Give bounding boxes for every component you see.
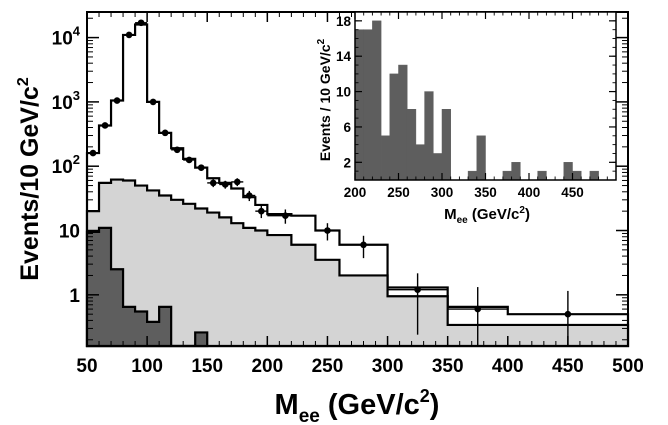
inset-bar — [424, 91, 434, 181]
x-tick-label: 50 — [76, 356, 97, 377]
inset-bar — [372, 20, 382, 181]
data-point — [99, 122, 112, 129]
inset-bar — [415, 144, 425, 181]
inset-bar — [398, 64, 408, 181]
x-tick-label: 200 — [251, 356, 283, 377]
inset-y-tick-label: 10 — [336, 85, 351, 100]
x-tick-label: 500 — [612, 356, 644, 377]
x-tick-label: 450 — [552, 356, 584, 377]
inset-bar — [537, 170, 547, 181]
data-point — [207, 179, 220, 188]
data-point — [447, 287, 508, 346]
inset-x-tick-label: 350 — [474, 185, 497, 200]
y-axis-title: Events/10 GeV/c2 — [15, 77, 44, 281]
data-point — [111, 97, 124, 104]
data-point — [219, 180, 232, 189]
inset-bar — [476, 135, 486, 181]
inset-y-tick-label: 14 — [336, 49, 352, 64]
data-point — [123, 31, 136, 39]
data-point — [159, 129, 172, 137]
data-point — [147, 98, 160, 106]
y-tick-label: 103 — [52, 88, 80, 114]
inset-y-tick-label: 6 — [343, 120, 351, 135]
data-point — [243, 190, 256, 202]
x-tick-label: 100 — [131, 356, 163, 377]
data-point — [231, 178, 244, 187]
x-tick-label: 300 — [372, 356, 404, 377]
data-point — [387, 273, 448, 335]
inset-y-tick-label: 18 — [336, 14, 352, 29]
inset-bar — [363, 29, 373, 181]
x-tick-label: 150 — [191, 356, 223, 377]
y-tick-label: 104 — [52, 24, 81, 50]
inset-bar — [354, 29, 364, 181]
inset-x-tick-label: 200 — [344, 185, 367, 200]
inset-bar — [406, 109, 417, 181]
inset-bar — [433, 153, 443, 181]
inset-bar — [467, 170, 478, 181]
data-point — [87, 149, 100, 157]
data-point — [315, 223, 340, 241]
inset-bar — [563, 162, 573, 181]
inset-x-tick-label: 250 — [387, 185, 410, 200]
inset-y-axis-title: Events / 10 GeV/c2 — [316, 38, 333, 161]
inset-bar — [502, 170, 512, 181]
data-point — [267, 209, 304, 224]
x-tick-label: 350 — [432, 356, 464, 377]
inset-bar — [389, 73, 399, 181]
inset-x-tick-label: 300 — [431, 185, 454, 200]
data-point — [171, 146, 184, 154]
inset-bar — [511, 162, 521, 181]
histogram-series-1 — [85, 178, 630, 348]
inset-bar — [572, 170, 582, 181]
inset-bar — [589, 170, 599, 181]
data-point — [339, 235, 388, 259]
x-axis-title: Mee (GeV/c2) — [275, 386, 440, 425]
inset-bar — [441, 109, 451, 181]
data-point — [183, 156, 196, 164]
data-point — [135, 19, 148, 27]
data-point — [255, 205, 268, 219]
x-tick-label: 400 — [492, 356, 524, 377]
inset-bar — [380, 135, 391, 181]
y-tick-label: 1 — [69, 286, 80, 307]
inset-y-tick-label: 2 — [343, 155, 351, 170]
inset-plot: 200 250 300 350 400 450 2 6 10 14 18 Mee (GeV/c2) Ev… — [316, 11, 617, 226]
inset-x-tick-label: 400 — [518, 185, 541, 200]
inset-x-tick-label: 450 — [561, 185, 584, 200]
histogram-series-2 — [85, 226, 209, 348]
inset-x-axis-title: Mee (GeV/c2) — [444, 205, 530, 226]
x-tick-label: 250 — [312, 356, 344, 377]
y-tick-label: 10 — [59, 222, 80, 243]
data-point — [195, 164, 208, 171]
y-tick-label: 102 — [52, 152, 80, 178]
